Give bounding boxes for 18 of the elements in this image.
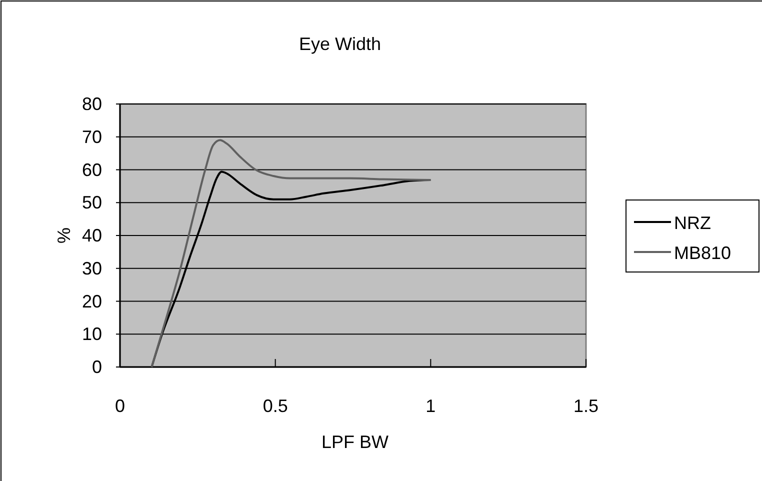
y-tick-label: 0	[92, 357, 102, 377]
chart-title: Eye Width	[298, 34, 382, 54]
y-tick-label: 10	[82, 324, 102, 344]
x-tick-label: 1.5	[573, 396, 599, 416]
x-tick-label: 0	[114, 396, 126, 416]
x-tick-label: 0.5	[262, 396, 288, 416]
y-tick-label: 40	[82, 226, 102, 246]
legend-label: NRZ	[674, 213, 711, 233]
y-tick-label: 20	[82, 291, 102, 312]
y-tick-label: 60	[82, 160, 102, 180]
y-tick-label: 80	[82, 94, 102, 114]
y-axis-title: %	[54, 227, 74, 244]
y-tick-label: 70	[82, 126, 102, 147]
legend-label: MB810	[674, 243, 732, 263]
x-tick-label: 1	[426, 396, 436, 416]
x-axis-title: LPF BW	[321, 432, 389, 452]
y-tick-label: 50	[82, 192, 102, 213]
y-tick-label: 30	[82, 258, 102, 278]
